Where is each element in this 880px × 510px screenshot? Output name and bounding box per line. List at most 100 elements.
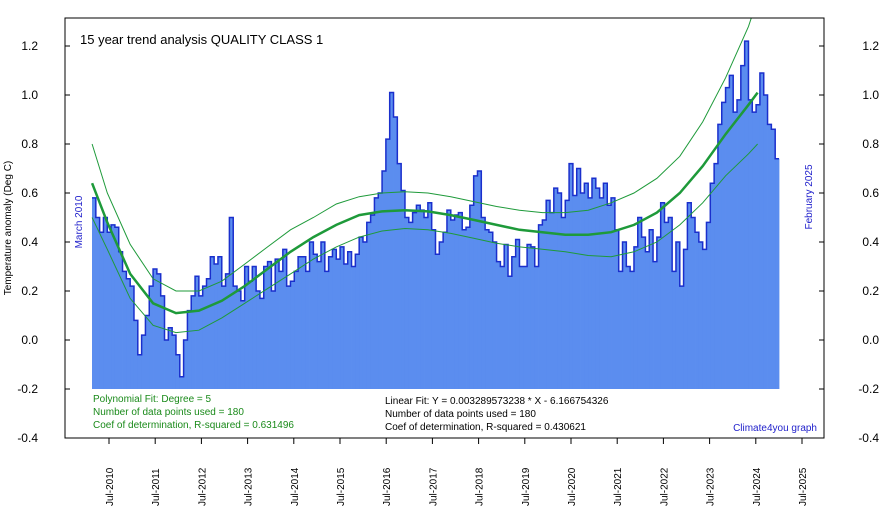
data-bar (393, 117, 398, 390)
data-bar (382, 170, 387, 389)
data-bar (424, 217, 429, 389)
x-tick-label: Jul-2017 (428, 467, 439, 506)
data-bar (195, 276, 200, 389)
chart-title: 15 year trend analysis QUALITY CLASS 1 (80, 32, 323, 47)
y-axis-right: 1.2 1.0 0.8 0.6 0.4 0.2 0.0 -0.2 -0.4 (819, 39, 879, 445)
data-bar (641, 237, 646, 389)
x-tick-label: Jul-2011 (151, 468, 162, 506)
data-bar (321, 242, 326, 389)
data-bar (511, 256, 517, 389)
data-bar (263, 266, 268, 389)
data-bar (404, 217, 410, 389)
y-tick-label: 0.4 (21, 235, 38, 249)
y-tick-label: 0.4 (862, 235, 879, 249)
data-bar (439, 242, 444, 389)
data-bar (431, 229, 436, 389)
data-bar (256, 291, 261, 389)
data-bar (160, 295, 165, 389)
data-bar (744, 41, 749, 389)
data-bar (118, 251, 123, 389)
y-tick-label: 0.6 (21, 186, 38, 200)
data-bar (710, 183, 715, 389)
data-bar (179, 376, 184, 389)
data-bar (172, 335, 177, 389)
y-tick-label: 1.0 (862, 88, 879, 102)
data-bar (217, 256, 223, 389)
fit-layer (90, 18, 759, 334)
data-bar (317, 261, 322, 389)
data-bar (515, 239, 520, 389)
data-bar (225, 273, 230, 389)
data-bar (450, 219, 455, 389)
data-bar (324, 271, 330, 389)
data-bar (550, 212, 555, 389)
data-bar (389, 92, 394, 390)
data-bar (233, 286, 238, 389)
data-bar (164, 340, 169, 389)
data-bar (271, 291, 276, 389)
data-bar (374, 197, 379, 389)
data-bar (599, 197, 604, 389)
data-bar (519, 266, 524, 389)
data-bar (466, 227, 471, 389)
data-bar (504, 244, 509, 389)
data-bar (366, 222, 372, 389)
data-bar (771, 129, 776, 390)
data-bar (420, 210, 425, 389)
data-bar (645, 251, 650, 389)
x-tick-label: Jul-2016 (382, 467, 393, 506)
data-bar (385, 139, 391, 389)
data-bar (191, 295, 196, 389)
data-bar (660, 202, 665, 389)
x-tick-label: Jul-2025 (798, 467, 809, 506)
data-bar (416, 205, 421, 389)
linear-fit-annotation: Linear Fit: Y = 0.003289573238 * X - 6.1… (385, 396, 609, 407)
credit-label: Climate4you graph (733, 423, 817, 434)
data-bar (626, 266, 631, 389)
data-bar (401, 190, 406, 389)
data-bar (767, 124, 772, 390)
data-bar (748, 99, 753, 390)
data-bar (340, 246, 345, 389)
data-bar (485, 229, 490, 389)
plot-frame (64, 17, 825, 439)
data-bar (538, 224, 543, 389)
data-bar (435, 254, 440, 389)
x-tick-label: Jul-2020 (567, 467, 578, 506)
data-bar (298, 256, 303, 389)
data-bar (477, 170, 482, 389)
data-bar (221, 286, 226, 389)
poly-fit-lower-band (91, 143, 758, 334)
data-bar (714, 163, 719, 389)
x-tick-label: Jul-2014 (290, 467, 301, 506)
y-tick-label: -0.4 (858, 431, 879, 445)
y-tick-label: 0.0 (862, 333, 879, 347)
data-bar (313, 254, 318, 389)
data-bar (630, 271, 635, 389)
data-bar (275, 259, 280, 389)
data-bar (565, 200, 570, 389)
data-bar (114, 227, 120, 389)
data-bar (576, 168, 581, 389)
data-bar (122, 271, 127, 389)
data-bar (607, 205, 612, 389)
data-bar (305, 271, 310, 389)
data-bar (672, 271, 677, 389)
data-bar (595, 188, 601, 389)
data-bar (553, 188, 559, 389)
data-bar (175, 354, 181, 389)
data-bar (679, 286, 684, 389)
data-bar (534, 266, 539, 389)
y-tick-label: 0.2 (21, 284, 38, 298)
data-bar (252, 266, 257, 389)
poly-fit-annotation: Polynomial Fit: Degree = 5 (93, 394, 212, 405)
data-bar (614, 229, 620, 389)
data-bar (752, 112, 757, 390)
data-bar (664, 222, 669, 389)
poly-r2-annotation: Coef of determination, R-squared = 0.631… (93, 420, 294, 431)
data-bar (481, 217, 486, 389)
data-bar (240, 300, 246, 389)
data-bar (473, 175, 478, 389)
data-bar (267, 261, 272, 389)
